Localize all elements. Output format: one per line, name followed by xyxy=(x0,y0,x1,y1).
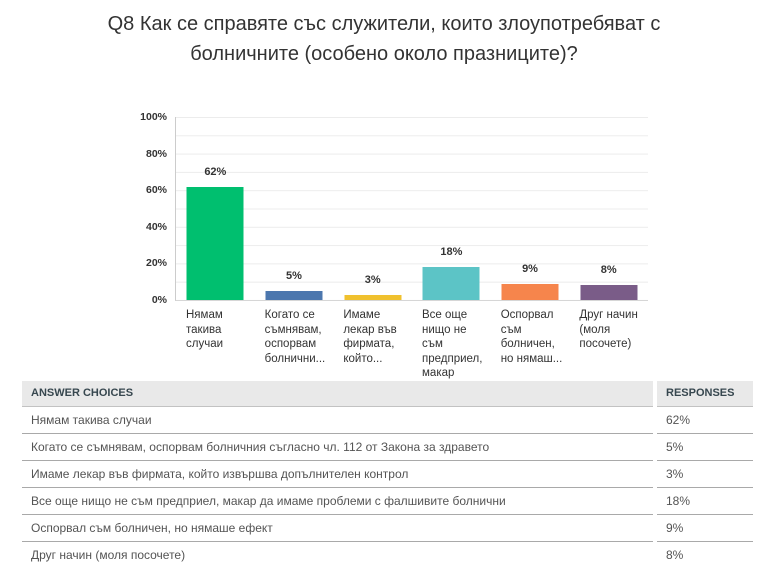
table-row: Все още нищо не съм предприел, макар да … xyxy=(22,488,753,515)
answer-choices-table: ANSWER CHOICES RESPONSES Нямам такива сл… xyxy=(22,381,753,568)
bar-value-label: 8% xyxy=(600,264,617,277)
bar-osporval-sam-bolnichen xyxy=(501,283,559,300)
table-header-row: ANSWER CHOICES RESPONSES xyxy=(22,381,753,407)
bar-kogato-se-samniavam xyxy=(265,290,323,300)
y-axis-tick-80: 80% xyxy=(145,147,167,160)
answer-label: Нямам такива случаи xyxy=(22,407,653,434)
bar-slot: 62% xyxy=(176,117,255,300)
x-axis-label: Нямам такива случаи xyxy=(186,309,224,350)
response-value: 8% xyxy=(657,542,753,568)
bar-value-label: 18% xyxy=(440,246,463,259)
x-axis-label: Имаме лекар във фирмата, който... xyxy=(343,309,397,365)
bar-slot: 3% xyxy=(333,117,412,300)
response-value: 9% xyxy=(657,515,753,542)
bar-slot: 9% xyxy=(491,117,570,300)
answer-label: Друг начин (моля посочете) xyxy=(22,542,653,568)
bar-value-label: 9% xyxy=(522,262,538,275)
response-value: 62% xyxy=(657,407,753,434)
x-axis-labels: Нямам такива случаи Когато се съмнявам, … xyxy=(175,308,647,381)
table-body: Нямам такива случаи 62% Когато се съмняв… xyxy=(22,407,753,568)
y-axis-tick-0: 0% xyxy=(151,294,167,306)
table-row: Когато се съмнявам, оспорвам болничния с… xyxy=(22,434,753,461)
bar-value-label: 62% xyxy=(204,165,227,178)
bar-slot: 8% xyxy=(569,117,648,300)
answer-label: Все още нищо не съм предприел, макар да … xyxy=(22,488,653,515)
x-axis-label: Все още нищо не съм предприел, макар xyxy=(422,309,483,379)
y-axis-tick-100: 100% xyxy=(140,111,167,123)
answer-label: Когато се съмнявам, оспорвам болничния с… xyxy=(22,434,653,461)
table-row: Имаме лекар във фирмата, който извършва … xyxy=(22,461,753,488)
y-axis-tick-20: 20% xyxy=(145,257,167,270)
response-value: 5% xyxy=(657,434,753,461)
response-value: 3% xyxy=(657,461,753,488)
bar-vse-oshte-nishto xyxy=(422,267,480,300)
bar-chart-plot-area: 0% 20% 40% 60% 80% 100% 62% 5% 3% 18% 9%… xyxy=(140,111,648,306)
answer-label: Имаме лекар във фирмата, който извършва … xyxy=(22,461,653,488)
responses-header: RESPONSES xyxy=(657,381,753,407)
table-row: Нямам такива случаи 62% xyxy=(22,407,753,434)
response-value: 18% xyxy=(657,488,753,515)
table-row: Друг начин (моля посочете) 8% xyxy=(22,542,753,568)
question-title-line-1: Q8 Как се справяте със служители, които … xyxy=(107,13,661,35)
x-axis-label: Оспорвал съм болничен, но нямаш... xyxy=(500,309,563,365)
y-axis-tick-60: 60% xyxy=(145,184,167,197)
bar-slot: 18% xyxy=(412,117,491,300)
y-axis-tick-40: 40% xyxy=(145,220,167,233)
bar-slot: 5% xyxy=(255,117,334,300)
bar-niamam-takiva-sluchai xyxy=(186,186,244,300)
x-axis-label: Друг начин (моля посочете) xyxy=(579,309,638,350)
answer-label: Оспорвал съм болничен, но нямаше ефект xyxy=(22,515,653,542)
question-title: Q8 Как се справяте със служители, които … xyxy=(0,9,768,69)
answer-choices-header: ANSWER CHOICES xyxy=(22,381,653,407)
bar-drug-nachin xyxy=(580,285,638,300)
bar-imame-lekar xyxy=(344,294,402,300)
x-axis-label: Когато се съмнявам, оспорвам болнични... xyxy=(264,309,326,365)
bar-value-label: 3% xyxy=(364,273,381,286)
bar-value-label: 5% xyxy=(286,269,302,282)
question-title-line-2: болничните (особено около празниците)? xyxy=(190,43,578,65)
table-row: Оспорвал съм болничен, но нямаше ефект 9… xyxy=(22,515,753,542)
